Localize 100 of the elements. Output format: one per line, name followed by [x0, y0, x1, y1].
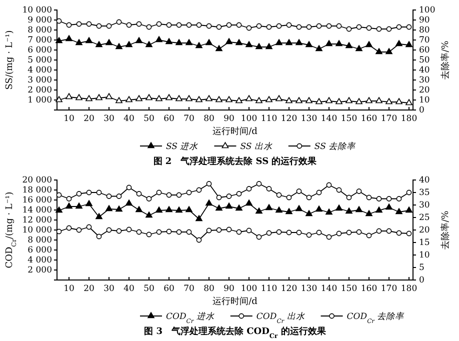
point [166, 22, 172, 28]
point [336, 204, 342, 211]
y-tick-label: 4 000 [28, 66, 52, 76]
point [146, 41, 152, 48]
point [86, 224, 92, 230]
point [196, 187, 202, 193]
point [406, 24, 412, 30]
y2-tick-label: 25 [419, 213, 430, 224]
point [296, 97, 302, 104]
point [226, 38, 232, 44]
point [176, 192, 182, 198]
point [226, 226, 232, 232]
point [206, 95, 212, 102]
y2-axis-title: 去除率/% [440, 40, 451, 80]
y-tick-label: 9 000 [28, 16, 52, 26]
y2-tick-label: 20 [419, 226, 430, 236]
legend-label: SS 去除率 [314, 141, 357, 152]
point [216, 45, 222, 52]
point [156, 36, 162, 42]
legend-label: SS 进水 [166, 142, 198, 152]
point [266, 204, 272, 210]
point [356, 229, 362, 235]
point [116, 97, 122, 104]
point [356, 188, 362, 194]
point [306, 210, 312, 216]
y-tick-label: 2 000 [28, 266, 52, 276]
point [156, 190, 162, 196]
y-tick-label: 18 000 [22, 186, 52, 196]
point [326, 97, 332, 104]
point [236, 204, 242, 211]
point [246, 186, 252, 192]
point [316, 23, 322, 29]
point [296, 230, 302, 236]
x-tick-label: 100 [240, 284, 258, 294]
point [156, 206, 162, 213]
text: 图 2 气浮处理系统去除 SS 的运行效果 [153, 156, 318, 167]
point [266, 24, 272, 30]
x-tick-label: 150 [340, 284, 358, 294]
x-tick-label: 110 [260, 114, 278, 124]
point [176, 22, 182, 28]
point [346, 194, 352, 200]
x-tick-label: 140 [320, 284, 338, 294]
point [216, 227, 222, 233]
point [376, 26, 382, 32]
point [246, 228, 252, 234]
point [96, 190, 102, 196]
x-tick-label: 10 [64, 114, 74, 124]
point [396, 196, 402, 202]
point [386, 26, 392, 32]
y2-tick-label: 10 [419, 96, 430, 106]
point [386, 204, 392, 210]
point [276, 95, 282, 102]
point [326, 234, 332, 240]
point [246, 95, 252, 102]
point [236, 39, 242, 46]
x-tick-label: 60 [164, 114, 174, 124]
point [406, 230, 412, 236]
point [306, 232, 312, 238]
point [246, 25, 252, 31]
x-tick-label: 120 [280, 284, 298, 294]
point [386, 48, 392, 54]
legend-label: SS 出水 [240, 142, 272, 152]
x-axis-title: 运行时间/d [212, 126, 258, 137]
point [306, 41, 312, 48]
point [256, 43, 262, 50]
point [316, 45, 322, 52]
y2-axis-title: 去除率/% [440, 210, 451, 250]
y2-tick-label: 40 [419, 176, 430, 186]
point [256, 234, 262, 240]
point [326, 40, 332, 46]
point [206, 200, 212, 206]
point [246, 200, 252, 206]
point [326, 182, 332, 188]
point [86, 21, 92, 27]
point [266, 186, 272, 192]
point [336, 98, 342, 104]
x-tick-label: 120 [280, 114, 298, 124]
point [66, 196, 72, 202]
point [256, 181, 262, 186]
x-tick-label: 50 [144, 114, 154, 124]
point [336, 23, 342, 29]
point [376, 48, 382, 54]
point [326, 208, 332, 215]
point [166, 38, 172, 44]
point [316, 230, 322, 236]
point [126, 96, 132, 102]
point [316, 206, 322, 212]
point [86, 95, 92, 102]
x-tick-label: 90 [224, 284, 234, 294]
point [196, 96, 202, 102]
x-tick-label: 20 [84, 284, 94, 294]
y-tick-label: 10 000 [22, 6, 52, 16]
point [96, 213, 102, 220]
point [296, 39, 302, 46]
x-tick-label: 170 [380, 114, 398, 124]
point [176, 95, 182, 102]
point [376, 206, 382, 213]
point [236, 229, 242, 235]
point [346, 26, 352, 32]
point [396, 98, 402, 104]
